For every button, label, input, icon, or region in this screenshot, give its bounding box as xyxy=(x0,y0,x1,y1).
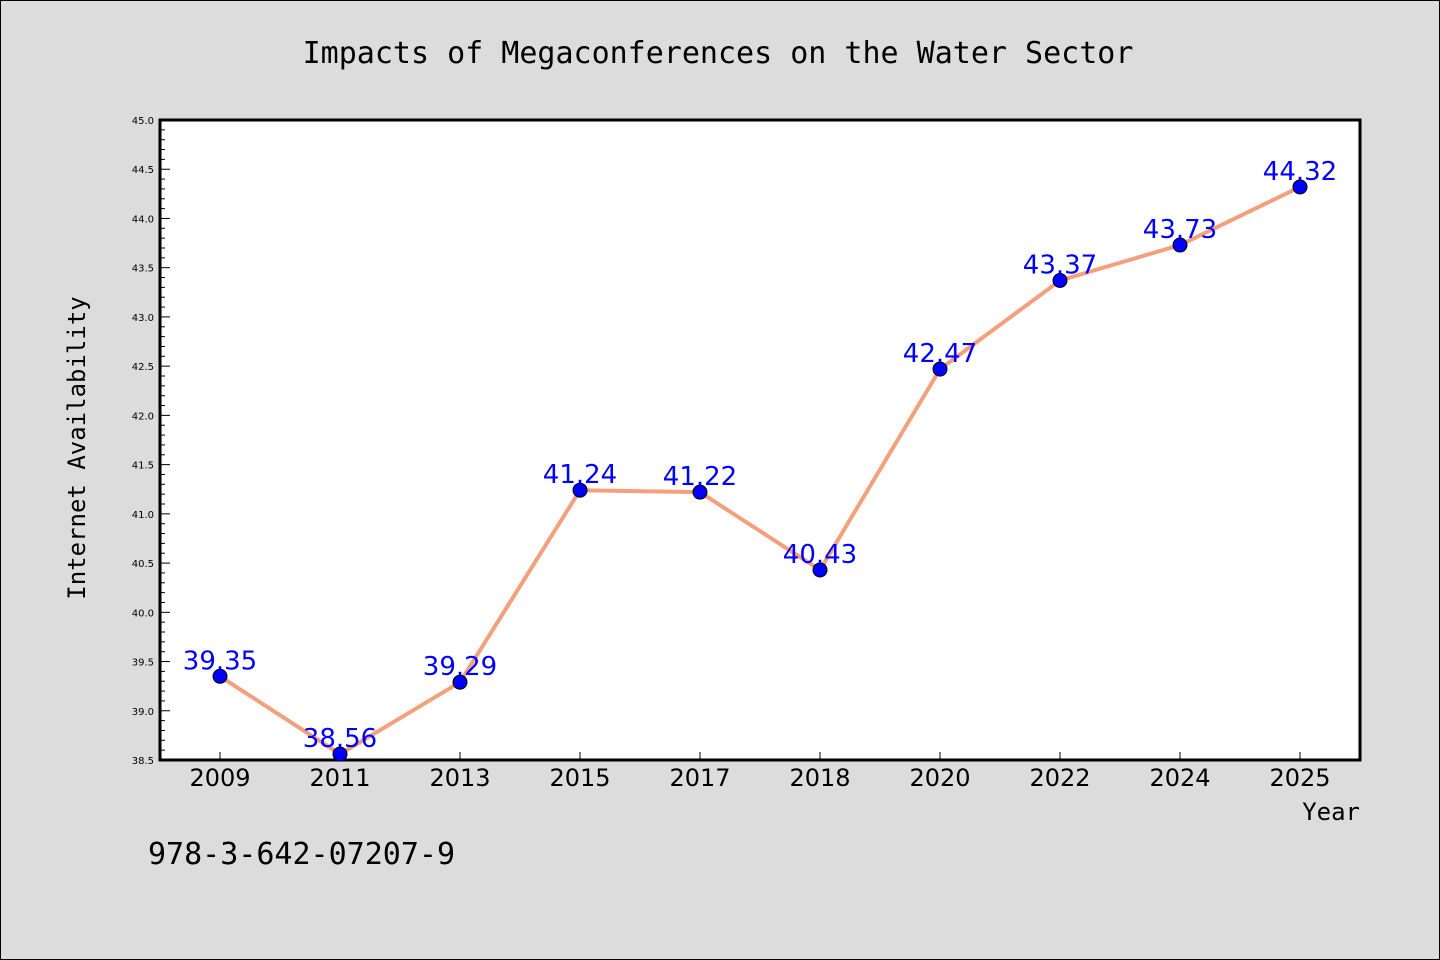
y-axis-label: Internet Availability xyxy=(63,296,91,599)
y-tick-label: 39.5 xyxy=(132,658,154,669)
y-tick-label: 42.0 xyxy=(132,411,154,422)
data-point xyxy=(1292,179,1308,195)
isbn-annotation: 978-3-642-07207-9 xyxy=(148,837,455,872)
x-tick-label: 2018 xyxy=(789,764,850,792)
series-layer xyxy=(212,179,1308,762)
data-label: 41.24 xyxy=(543,460,617,490)
y-tick-label: 44.0 xyxy=(132,214,154,225)
x-axis: 2009 2011 2013 2015 2017 2018 2020 2022 2024 2025 xyxy=(189,752,1331,792)
data-point xyxy=(1172,237,1188,253)
x-tick-label: 2024 xyxy=(1149,764,1210,792)
x-tick-label: 2011 xyxy=(309,764,370,792)
y-tick-label: 38.5 xyxy=(132,756,154,767)
y-tick-label: 39.0 xyxy=(132,707,154,718)
y-tick-label: 40.0 xyxy=(132,608,154,619)
x-tick-label: 2022 xyxy=(1029,764,1090,792)
data-point xyxy=(332,746,348,762)
data-label: 41.22 xyxy=(663,462,737,492)
data-point xyxy=(812,562,828,578)
data-label: 40.43 xyxy=(783,540,857,570)
y-axis: 38.5 39.0 39.5 40.0 40.5 41.0 41.5 42.0 42.5 43.0… xyxy=(132,116,170,767)
data-point xyxy=(212,668,228,684)
x-tick-label: 2013 xyxy=(429,764,490,792)
data-label: 42.47 xyxy=(903,339,977,369)
y-tick-label: 41.0 xyxy=(132,510,154,521)
data-label: 39.29 xyxy=(423,652,497,682)
y-tick-label: 45.0 xyxy=(132,116,154,127)
data-point xyxy=(1052,272,1068,288)
data-label: 43.37 xyxy=(1023,250,1097,280)
y-tick-label: 43.0 xyxy=(132,313,154,324)
plot-area xyxy=(158,118,1362,762)
data-point xyxy=(932,361,948,377)
chart-title: Impacts of Megaconferences on the Water … xyxy=(303,36,1134,71)
x-tick-label: 2009 xyxy=(189,764,250,792)
data-point xyxy=(572,482,588,498)
y-tick-label: 43.5 xyxy=(132,264,154,275)
data-label: 43.73 xyxy=(1143,215,1217,245)
series-line xyxy=(218,184,1302,757)
x-tick-label: 2017 xyxy=(669,764,730,792)
x-axis-label: Year xyxy=(1302,798,1360,826)
x-tick-label: 2020 xyxy=(909,764,970,792)
data-label: 38.56 xyxy=(303,724,377,754)
x-tick-label: 2015 xyxy=(549,764,610,792)
data-label-layer: 39.35 38.56 39.29 41.24 41.22 40.43 42.47 43.37… xyxy=(183,157,1337,754)
y-tick-label: 42.5 xyxy=(132,362,154,373)
data-point xyxy=(452,674,468,690)
y-tick-label: 44.5 xyxy=(132,165,154,176)
data-point xyxy=(692,484,708,500)
x-tick-label: 2025 xyxy=(1269,764,1330,792)
y-tick-label: 41.5 xyxy=(132,461,154,472)
data-label: 39.35 xyxy=(183,646,257,676)
y-tick-label: 40.5 xyxy=(132,559,154,570)
data-label: 44.32 xyxy=(1263,157,1337,187)
